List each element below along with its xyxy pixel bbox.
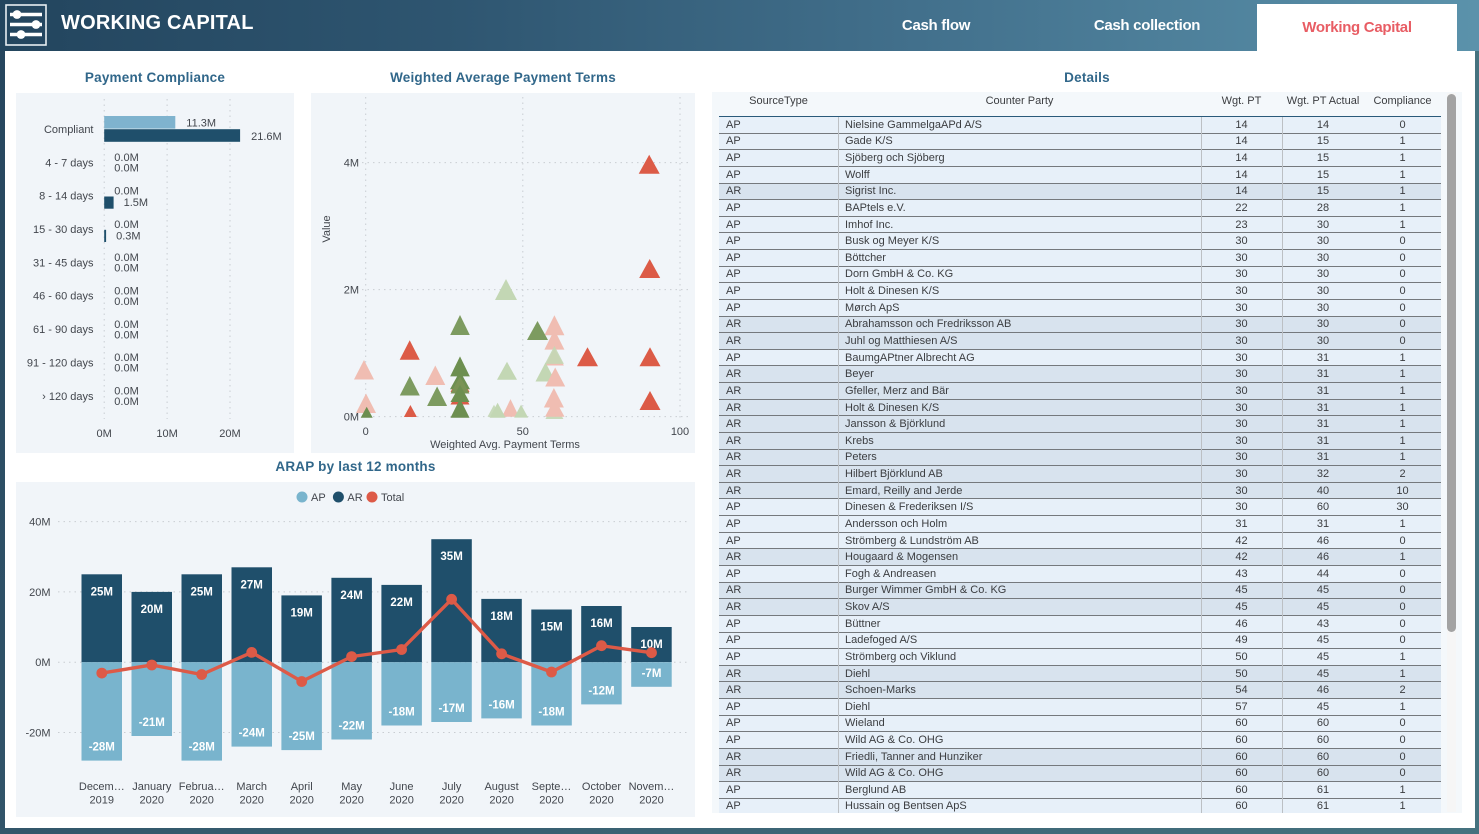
svg-text:46 - 60 days: 46 - 60 days [33,291,94,303]
svg-text:31 - 45 days: 31 - 45 days [33,257,94,269]
svg-text:2020: 2020 [189,795,213,807]
svg-text:0.0M: 0.0M [114,186,138,198]
svg-text:8 - 14 days: 8 - 14 days [39,191,94,203]
svg-text:-21M: -21M [139,717,165,729]
svg-text:-28M: -28M [189,742,215,754]
svg-text:May: May [341,781,362,793]
svg-text:-7M: -7M [642,668,662,680]
svg-text:-28M: -28M [89,742,115,754]
svg-text:0.0M: 0.0M [114,263,138,275]
svg-text:22M: 22M [390,597,412,609]
svg-text:-25M: -25M [289,731,315,743]
svg-text:2020: 2020 [639,795,663,807]
svg-text:15 - 30 days: 15 - 30 days [33,224,94,236]
svg-text:2020: 2020 [589,795,613,807]
svg-text:4 - 7 days: 4 - 7 days [45,157,94,169]
svg-text:18M: 18M [490,611,512,623]
svg-text:2020: 2020 [289,795,313,807]
svg-text:2020: 2020 [140,795,164,807]
svg-text:› 120 days: › 120 days [42,391,94,403]
svg-text:Total: Total [381,492,404,504]
svg-text:October: October [582,781,621,793]
svg-text:40M: 40M [29,517,50,529]
svg-text:0.0M: 0.0M [114,363,138,375]
svg-text:AR: AR [347,492,362,504]
svg-text:0.0M: 0.0M [114,352,138,364]
svg-text:Weighted Avg. Payment Terms: Weighted Avg. Payment Terms [430,439,580,450]
svg-text:-22M: -22M [338,721,364,733]
svg-text:Februa…: Februa… [179,781,225,793]
svg-text:2019: 2019 [90,795,114,807]
svg-text:0: 0 [363,426,369,438]
svg-text:4M: 4M [344,158,359,170]
svg-text:March: March [236,781,267,793]
svg-text:0.0M: 0.0M [114,296,138,308]
svg-text:15M: 15M [540,622,562,634]
svg-text:50: 50 [517,426,529,438]
svg-text:August: August [484,781,518,793]
svg-text:2020: 2020 [339,795,363,807]
svg-text:2M: 2M [344,285,359,297]
svg-text:0.0M: 0.0M [114,219,138,231]
svg-text:-20M: -20M [25,728,50,740]
svg-text:20M: 20M [141,604,163,616]
svg-text:61 - 90 days: 61 - 90 days [33,324,94,336]
svg-text:0M: 0M [35,657,50,669]
svg-text:June: June [390,781,414,793]
svg-text:AP: AP [311,492,326,504]
svg-text:1.5M: 1.5M [124,197,148,209]
svg-text:Septe…: Septe… [532,781,572,793]
svg-text:2020: 2020 [489,795,513,807]
svg-text:-18M: -18M [388,707,414,719]
svg-text:24M: 24M [340,590,362,602]
svg-text:-24M: -24M [239,728,265,740]
svg-text:Compliant: Compliant [44,124,94,136]
svg-text:91 - 120 days: 91 - 120 days [27,357,94,369]
svg-text:Value: Value [321,215,333,242]
svg-text:0.0M: 0.0M [114,152,138,164]
svg-text:11.3M: 11.3M [186,118,216,130]
svg-text:0.0M: 0.0M [114,252,138,264]
svg-text:Novem…: Novem… [629,781,675,793]
svg-text:2020: 2020 [389,795,413,807]
svg-text:25M: 25M [191,586,213,598]
svg-text:Decem…: Decem… [79,781,125,793]
svg-text:19M: 19M [291,607,313,619]
svg-text:0.3M: 0.3M [116,231,140,243]
svg-text:21.6M: 21.6M [251,131,282,143]
svg-text:0M: 0M [97,428,112,440]
svg-text:-18M: -18M [538,707,564,719]
svg-text:0.0M: 0.0M [114,319,138,331]
svg-text:0.0M: 0.0M [114,286,138,298]
svg-text:10M: 10M [640,639,662,651]
svg-text:2020: 2020 [439,795,463,807]
svg-text:100: 100 [671,426,689,438]
svg-text:0.0M: 0.0M [114,163,138,175]
svg-text:35M: 35M [440,551,462,563]
svg-text:20M: 20M [219,428,240,440]
svg-text:20M: 20M [29,587,50,599]
svg-text:16M: 16M [590,618,612,630]
svg-text:0.0M: 0.0M [114,329,138,341]
svg-text:10M: 10M [156,428,177,440]
svg-text:25M: 25M [91,586,113,598]
svg-text:27M: 27M [241,579,263,591]
svg-text:July: July [442,781,462,793]
svg-text:January: January [132,781,172,793]
svg-text:0M: 0M [344,412,359,424]
svg-text:-12M: -12M [588,685,614,697]
svg-text:-17M: -17M [438,703,464,715]
svg-text:2020: 2020 [539,795,563,807]
svg-text:-16M: -16M [488,699,514,711]
svg-text:0.0M: 0.0M [114,396,138,408]
svg-text:2020: 2020 [239,795,263,807]
svg-text:April: April [291,781,313,793]
svg-text:0.0M: 0.0M [114,386,138,398]
